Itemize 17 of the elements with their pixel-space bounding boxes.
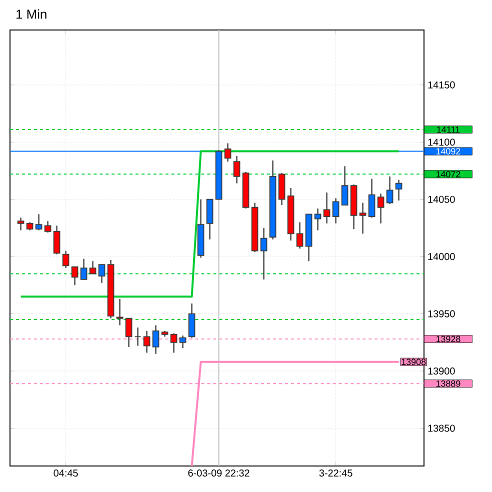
x-tick-label: 04:45 xyxy=(54,470,78,477)
data-label: 13908 xyxy=(402,358,426,366)
x-tick-label: 6-03-09 22:32 xyxy=(188,470,250,477)
y-tick-label: 13950 xyxy=(428,310,455,318)
y-tick-label: 14100 xyxy=(428,138,455,146)
y-tick-label: 13900 xyxy=(428,367,455,375)
chart-title: 1 Min xyxy=(16,9,46,19)
y-tick-label: 14150 xyxy=(428,81,455,88)
ref-line-label: 14111 xyxy=(437,126,460,133)
x-tick-label: 3-22:45 xyxy=(319,470,352,477)
ref-line-label: 14092 xyxy=(436,148,460,154)
y-tick-label: 14050 xyxy=(428,196,455,203)
ref-line-label: 13928 xyxy=(436,336,460,342)
y-tick-label: 14000 xyxy=(428,253,455,260)
ref-line-label: 13889 xyxy=(436,380,460,387)
y-tick-label: 13850 xyxy=(428,424,455,432)
ref-line-label: 14072 xyxy=(436,171,460,178)
